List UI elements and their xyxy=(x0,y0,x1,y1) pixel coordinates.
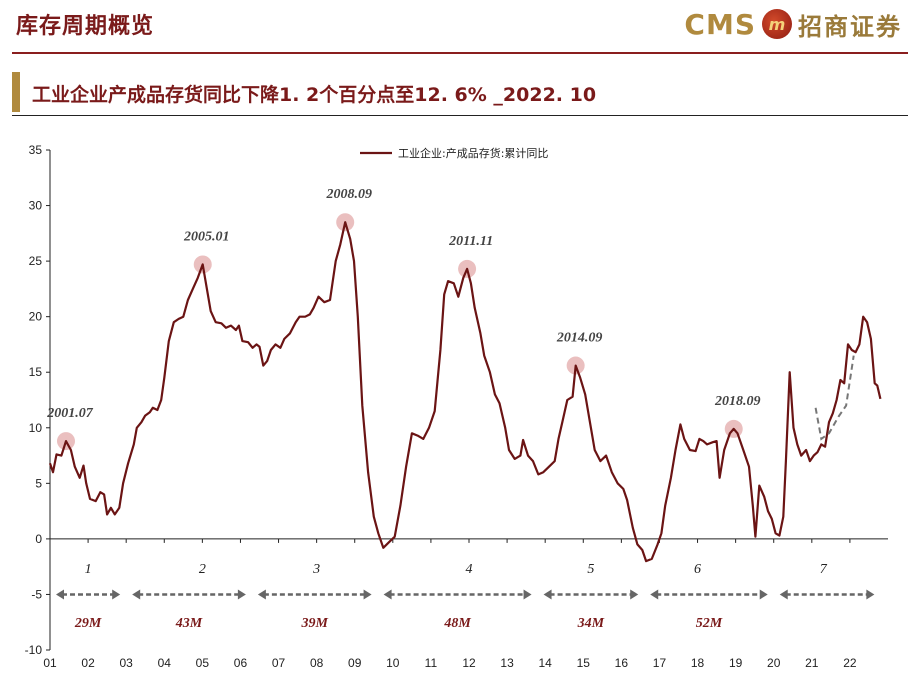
x-tick-label: 07 xyxy=(272,656,286,670)
peak-date-label: 2011.11 xyxy=(448,234,493,249)
peak-date-label: 2014.09 xyxy=(556,331,603,346)
series-line-dashed xyxy=(814,355,855,441)
x-tick-label: 13 xyxy=(500,656,514,670)
cycle-arrow-head-right xyxy=(363,589,372,600)
cycle-duration-label: 29M xyxy=(74,616,102,631)
y-tick-label: -5 xyxy=(31,587,42,601)
cycle-arrow-head-left xyxy=(383,589,392,600)
legend-label: 工业企业:产成品存货:累计同比 xyxy=(398,146,548,160)
y-tick-label: 0 xyxy=(35,532,42,546)
cycle-arrow-head-right xyxy=(523,589,532,600)
cycle-number-label: 2 xyxy=(199,562,206,577)
cycle-arrow-head-right xyxy=(759,589,768,600)
cycle-number-label: 7 xyxy=(820,562,828,577)
x-tick-label: 02 xyxy=(81,656,95,670)
y-tick-label: 10 xyxy=(29,421,43,435)
y-tick-label: 5 xyxy=(35,476,42,490)
y-tick-label: 35 xyxy=(29,143,43,157)
logo-mark-icon: m xyxy=(762,9,792,39)
x-tick-label: 04 xyxy=(158,656,172,670)
cycle-duration-label: 43M xyxy=(175,616,203,631)
x-tick-label: 22 xyxy=(843,656,857,670)
cycle-duration-label: 48M xyxy=(443,616,471,631)
x-tick-label: 15 xyxy=(577,656,591,670)
peak-date-label: 2018.09 xyxy=(714,394,761,409)
x-tick-label: 20 xyxy=(767,656,781,670)
logo-cms-text: CMS xyxy=(684,7,756,41)
cycle-arrow-head-left xyxy=(132,589,141,600)
x-tick-label: 05 xyxy=(196,656,210,670)
series-line-inventory-yoy xyxy=(48,221,882,563)
cycle-number-label: 6 xyxy=(694,562,701,577)
cycle-number-label: 4 xyxy=(466,562,473,577)
cycle-arrow-head-right xyxy=(866,589,875,600)
header-divider xyxy=(12,52,908,54)
cycle-duration-label: 52M xyxy=(696,616,723,631)
subtitle-divider xyxy=(12,115,908,116)
logo-cn-text: 招商证券 xyxy=(798,12,902,41)
x-tick-label: 03 xyxy=(120,656,134,670)
y-tick-label: 30 xyxy=(29,199,43,213)
brand-logo: CMS m 招商证券 xyxy=(684,4,902,44)
cycle-number-label: 1 xyxy=(85,562,92,577)
chart-subtitle: 工业企业产成品存货同比下降1. 2个百分点至12. 6% _2022. 10 xyxy=(32,84,597,106)
x-tick-label: 12 xyxy=(462,656,476,670)
cycle-arrow-head-right xyxy=(630,589,639,600)
y-tick-label: -10 xyxy=(25,643,43,657)
x-tick-label: 06 xyxy=(234,656,248,670)
cycle-arrow-head-left xyxy=(56,589,64,600)
x-tick-label: 16 xyxy=(615,656,629,670)
x-tick-label: 18 xyxy=(691,656,705,670)
y-tick-label: 15 xyxy=(29,365,43,379)
cycle-arrow-head-right xyxy=(112,589,121,600)
cycle-number-label: 5 xyxy=(587,562,594,577)
peak-date-label: 2005.01 xyxy=(183,229,230,244)
cycle-arrow-head-left xyxy=(779,589,788,600)
x-tick-label: 21 xyxy=(805,656,819,670)
peak-date-label: 2008.09 xyxy=(325,187,372,202)
x-tick-label: 10 xyxy=(386,656,400,670)
cycle-arrow-head-left xyxy=(543,589,552,600)
cycle-duration-label: 34M xyxy=(577,616,605,631)
header: 库存周期概览 CMS m 招商证券 xyxy=(0,0,920,52)
cycle-arrow-head-left xyxy=(650,589,659,600)
x-tick-label: 19 xyxy=(729,656,743,670)
x-tick-label: 01 xyxy=(43,656,57,670)
page-title: 库存周期概览 xyxy=(16,14,155,39)
cycle-arrow-head-left xyxy=(257,589,266,600)
cycle-duration-label: 39M xyxy=(301,616,329,631)
cycle-arrow-head-right xyxy=(237,589,246,600)
y-tick-label: 25 xyxy=(29,254,43,268)
x-tick-label: 11 xyxy=(425,656,438,670)
subtitle-accent-bar xyxy=(12,72,20,112)
cycle-number-label: 3 xyxy=(312,562,320,577)
x-tick-label: 08 xyxy=(310,656,324,670)
x-tick-label: 14 xyxy=(539,656,553,670)
x-tick-label: 09 xyxy=(348,656,362,670)
y-tick-label: 20 xyxy=(29,310,43,324)
peak-date-label: 2001.07 xyxy=(46,406,94,421)
x-tick-label: 17 xyxy=(653,656,667,670)
